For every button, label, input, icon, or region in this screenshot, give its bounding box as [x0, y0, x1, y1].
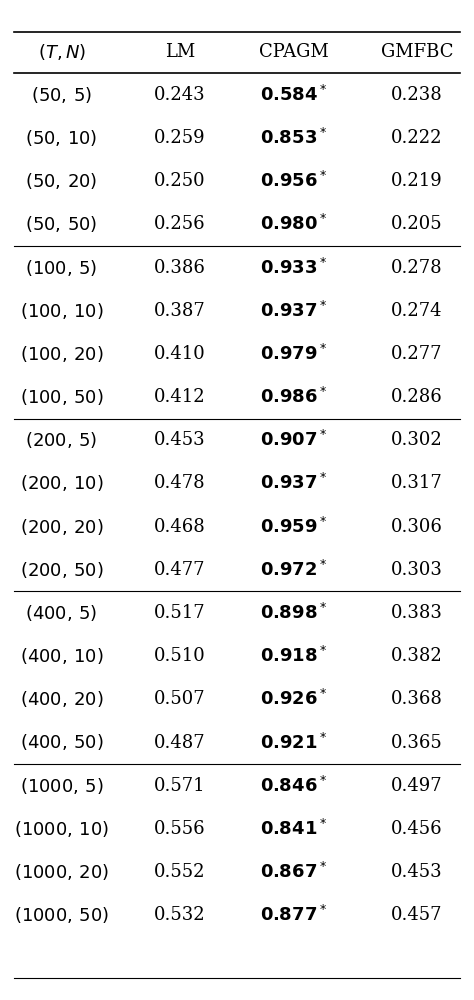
Text: 0.552: 0.552: [155, 863, 206, 881]
Text: $\mathbf{0.853}^*$: $\mathbf{0.853}^*$: [260, 128, 328, 148]
Text: $(400,\,50)$: $(400,\,50)$: [20, 732, 103, 753]
Text: 0.468: 0.468: [154, 518, 206, 536]
Text: 0.256: 0.256: [155, 215, 206, 233]
Text: 0.250: 0.250: [155, 172, 206, 190]
Text: 0.497: 0.497: [392, 777, 443, 795]
Text: 0.317: 0.317: [391, 474, 443, 492]
Text: 0.510: 0.510: [154, 647, 206, 665]
Text: GMFBC: GMFBC: [381, 43, 453, 61]
Text: $(50,\,20)$: $(50,\,20)$: [26, 171, 98, 191]
Text: 0.478: 0.478: [155, 474, 206, 492]
Text: $(100,\,20)$: $(100,\,20)$: [20, 344, 103, 364]
Text: $\mathbf{0.846}^*$: $\mathbf{0.846}^*$: [260, 776, 328, 796]
Text: $(50,\,5)$: $(50,\,5)$: [31, 85, 92, 105]
Text: 0.286: 0.286: [391, 388, 443, 406]
Text: $\mathbf{0.907}^*$: $\mathbf{0.907}^*$: [260, 430, 328, 450]
Text: 0.205: 0.205: [392, 215, 443, 233]
Text: $\mathbf{0.972}^*$: $\mathbf{0.972}^*$: [260, 560, 328, 580]
Text: $(100,\,10)$: $(100,\,10)$: [20, 301, 103, 321]
Text: 0.457: 0.457: [392, 906, 443, 924]
Text: $(1000,\,50)$: $(1000,\,50)$: [14, 905, 109, 925]
Text: 0.238: 0.238: [391, 86, 443, 104]
Text: $(400,\,20)$: $(400,\,20)$: [20, 689, 103, 709]
Text: 0.453: 0.453: [392, 863, 443, 881]
Text: 0.365: 0.365: [391, 734, 443, 752]
Text: $\mathbf{0.986}^*$: $\mathbf{0.986}^*$: [260, 387, 328, 407]
Text: 0.456: 0.456: [392, 820, 443, 838]
Text: 0.302: 0.302: [391, 431, 443, 449]
Text: 0.386: 0.386: [154, 259, 206, 277]
Text: $(1000,\,20)$: $(1000,\,20)$: [14, 862, 109, 882]
Text: 0.382: 0.382: [391, 647, 443, 665]
Text: 0.303: 0.303: [391, 561, 443, 579]
Text: 0.517: 0.517: [155, 604, 206, 622]
Text: 0.487: 0.487: [155, 734, 206, 752]
Text: LM: LM: [165, 43, 195, 61]
Text: $(200,\,20)$: $(200,\,20)$: [20, 517, 103, 537]
Text: 0.277: 0.277: [392, 345, 443, 363]
Text: 0.387: 0.387: [154, 302, 206, 320]
Text: 0.219: 0.219: [391, 172, 443, 190]
Text: 0.556: 0.556: [155, 820, 206, 838]
Text: $\mathbf{0.867}^*$: $\mathbf{0.867}^*$: [260, 862, 328, 882]
Text: $\mathbf{0.980}^*$: $\mathbf{0.980}^*$: [260, 214, 328, 234]
Text: $\mathbf{0.979}^*$: $\mathbf{0.979}^*$: [260, 344, 328, 364]
Text: 0.306: 0.306: [391, 518, 443, 536]
Text: $(400,\,10)$: $(400,\,10)$: [20, 646, 103, 666]
Text: 0.274: 0.274: [392, 302, 443, 320]
Text: $\mathbf{0.926}^*$: $\mathbf{0.926}^*$: [260, 689, 328, 709]
Text: $(100,\,50)$: $(100,\,50)$: [20, 387, 103, 407]
Text: $(400,\,5)$: $(400,\,5)$: [26, 603, 98, 623]
Text: $\mathbf{0.933}^*$: $\mathbf{0.933}^*$: [260, 257, 328, 278]
Text: $(1000,\,5)$: $(1000,\,5)$: [20, 776, 103, 796]
Text: 0.571: 0.571: [155, 777, 206, 795]
Text: 0.453: 0.453: [155, 431, 206, 449]
Text: $(50,\,50)$: $(50,\,50)$: [26, 214, 98, 234]
Text: 0.368: 0.368: [391, 690, 443, 708]
Text: 0.410: 0.410: [154, 345, 206, 363]
Text: $(50,\,10)$: $(50,\,10)$: [26, 128, 98, 148]
Text: 0.532: 0.532: [155, 906, 206, 924]
Text: $\mathbf{0.898}^*$: $\mathbf{0.898}^*$: [260, 603, 328, 623]
Text: 0.222: 0.222: [392, 129, 443, 147]
Text: $\mathbf{0.918}^*$: $\mathbf{0.918}^*$: [260, 646, 328, 666]
Text: $(200,\,5)$: $(200,\,5)$: [26, 430, 98, 450]
Text: $(200,\,50)$: $(200,\,50)$: [20, 560, 103, 580]
Text: $\mathbf{0.937}^*$: $\mathbf{0.937}^*$: [260, 473, 328, 493]
Text: $(200,\,10)$: $(200,\,10)$: [20, 473, 103, 493]
Text: $\mathbf{0.937}^*$: $\mathbf{0.937}^*$: [260, 301, 328, 321]
Text: $(T, N)$: $(T, N)$: [37, 42, 86, 62]
Text: $\mathbf{0.877}^*$: $\mathbf{0.877}^*$: [260, 905, 328, 925]
Text: $(100,\,5)$: $(100,\,5)$: [26, 258, 98, 278]
Text: 0.278: 0.278: [392, 259, 443, 277]
Text: 0.243: 0.243: [155, 86, 206, 104]
Text: 0.259: 0.259: [155, 129, 206, 147]
Text: $\mathbf{0.956}^*$: $\mathbf{0.956}^*$: [260, 171, 328, 191]
Text: $\mathbf{0.584}^*$: $\mathbf{0.584}^*$: [260, 85, 328, 105]
Text: $(1000,\,10)$: $(1000,\,10)$: [14, 819, 109, 839]
Text: 0.412: 0.412: [155, 388, 206, 406]
Text: 0.477: 0.477: [155, 561, 206, 579]
Text: CPAGM: CPAGM: [259, 43, 329, 61]
Text: $\mathbf{0.959}^*$: $\mathbf{0.959}^*$: [260, 517, 328, 537]
Text: $\mathbf{0.921}^*$: $\mathbf{0.921}^*$: [260, 732, 328, 753]
Text: $\mathbf{0.841}^*$: $\mathbf{0.841}^*$: [260, 819, 328, 839]
Text: 0.507: 0.507: [155, 690, 206, 708]
Text: 0.383: 0.383: [391, 604, 443, 622]
